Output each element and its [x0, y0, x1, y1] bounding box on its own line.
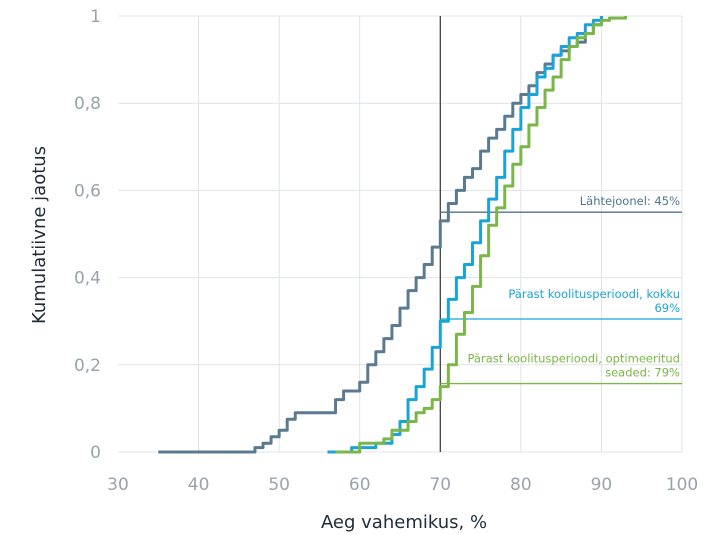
annotation-0-line-0: Lähtejoonel: 45% — [580, 194, 680, 208]
series-line-1 — [327, 16, 603, 454]
x-tick-label-3: 60 — [349, 475, 371, 495]
x-tick-label-0: 30 — [107, 475, 129, 495]
series-group — [158, 16, 628, 454]
threshold-lines — [440, 211, 682, 385]
x-axis-title: Aeg vahemikus, % — [321, 512, 487, 533]
x-tick-label-6: 90 — [591, 475, 613, 495]
y-tick-label-5: 1 — [90, 7, 101, 27]
y-tick-label-2: 0,4 — [74, 269, 101, 289]
y-tick-label-1: 0,2 — [74, 356, 101, 376]
grid-lines — [118, 15, 683, 453]
x-tick-label-2: 50 — [268, 475, 290, 495]
series-line-2 — [335, 16, 628, 454]
series-line-0 — [158, 16, 603, 454]
y-tick-label-0: 0 — [90, 443, 101, 463]
x-tick-label-1: 40 — [188, 475, 210, 495]
y-tick-label-3: 0,6 — [74, 181, 101, 201]
x-tick-label-5: 80 — [510, 475, 532, 495]
annotations: Lähtejoonel: 45% Pärast koolitusperioodi,… — [468, 194, 681, 379]
y-axis-title: Kumulatiivne jaotus — [29, 146, 50, 324]
annotation-2-line-0: Pärast koolitusperioodi, optimeeritud — [468, 352, 681, 366]
x-tick-labels: 30 40 50 60 70 80 90 100 — [107, 475, 698, 495]
x-tick-label-4: 70 — [429, 475, 451, 495]
y-tick-labels: 0 0,2 0,4 0,6 0,8 1 — [74, 7, 101, 463]
annotation-1-line-1: 69% — [654, 301, 680, 315]
annotation-2-line-1: seaded: 79% — [605, 366, 680, 380]
x-tick-label-7: 100 — [666, 475, 698, 495]
y-tick-label-4: 0,8 — [74, 94, 101, 114]
annotation-1-line-0: Pärast koolitusperioodi, kokku — [508, 287, 680, 301]
